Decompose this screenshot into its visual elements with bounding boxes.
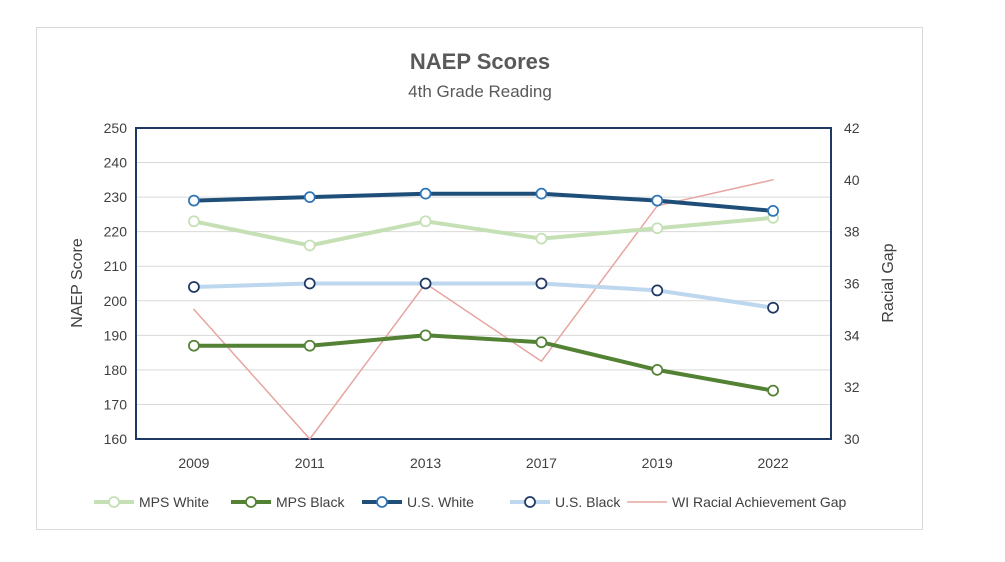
x-tick-label: 2009 [178,455,209,471]
data-point [419,329,432,342]
series-line [191,333,776,393]
y-axis-title: NAEP Score [69,238,86,328]
data-point [535,277,548,290]
data-point [651,222,664,235]
data-point [651,284,664,297]
y2-tick-label: 30 [844,431,860,447]
series-mps-black [188,329,779,397]
legend-item: U.S. Black [510,494,621,510]
data-point [535,232,548,245]
series-line [191,191,776,213]
legend-item: MPS White [94,494,209,510]
chart-title: NAEP Scores [410,49,550,74]
x-tick-label: 2011 [295,455,325,471]
chart-subtitle: 4th Grade Reading [408,82,552,101]
data-point [419,277,432,290]
data-point [303,239,316,252]
y2-axis-title: Racial Gap [880,243,897,322]
x-tick-label: 2017 [526,455,557,471]
y-tick-label: 200 [104,293,128,309]
data-point [535,187,548,200]
x-axis-ticks: 2009 2011 2013 2017 2019 2022 [178,455,789,471]
y-tick-label: 220 [104,224,128,240]
y-tick-label: 180 [104,362,128,378]
data-point [651,194,664,207]
data-point [303,277,316,290]
x-tick-label: 2013 [410,455,441,471]
legend-marker [376,496,388,508]
legend-item: MPS Black [231,494,345,510]
y-tick-label: 170 [104,396,128,412]
series-u-s-black [188,277,779,314]
y2-tick-label: 36 [844,276,860,292]
legend-label: U.S. White [407,494,474,510]
y-tick-label: 230 [104,189,128,205]
series-line [191,281,776,310]
y2-tick-label: 38 [844,224,860,240]
data-point [188,339,200,352]
y-tick-label: 210 [104,258,128,274]
data-point [767,205,779,217]
plot-area-border [135,127,832,440]
y-tick-label: 190 [104,327,128,343]
y2-tick-label: 42 [844,120,860,136]
series-mps-white [188,211,779,252]
data-point [767,384,779,397]
right-axis-ticks: 30 32 34 36 38 40 42 [844,120,860,447]
legend-label: MPS Black [276,494,345,510]
data-point [419,215,432,228]
data-point [188,215,200,228]
series-line [191,215,776,248]
x-tick-label: 2022 [758,455,789,471]
data-point [188,281,200,293]
data-point [303,339,316,352]
data-point [303,191,316,203]
x-tick-label: 2019 [642,455,673,471]
legend-marker [108,496,120,508]
legend-item: WI Racial Achievement Gap [627,494,847,510]
data-point [188,194,200,207]
chart-container: NAEP Scores 4th Grade Reading 160 170 180 1… [36,27,923,530]
y-tick-label: 240 [104,155,128,171]
data-point [535,336,548,349]
legend-label: WI Racial Achievement Gap [672,494,847,510]
legend-label: U.S. Black [555,494,621,510]
legend: MPS White MPS Black U.S. White U.S. Black WI… [94,494,847,510]
series-wi-racial-achievement-gap [193,179,774,440]
y-tick-label: 250 [104,120,128,136]
y-tick-label: 160 [104,431,128,447]
y2-tick-label: 40 [844,172,860,188]
legend-item: U.S. White [362,494,474,510]
left-axis-ticks: 160 170 180 190 200 210 220 230 240 250 [104,120,128,447]
data-point [767,301,779,314]
y2-tick-label: 34 [844,327,860,343]
y2-tick-label: 32 [844,379,860,395]
chart-svg: NAEP Scores 4th Grade Reading 1601701801… [69,49,897,510]
series-lines [188,179,779,440]
data-point [651,364,664,376]
series-u-s-white [188,187,779,217]
legend-marker [245,496,257,508]
series-line [193,179,774,440]
data-point [419,187,432,200]
legend-marker [524,496,536,508]
legend-label: MPS White [139,494,209,510]
